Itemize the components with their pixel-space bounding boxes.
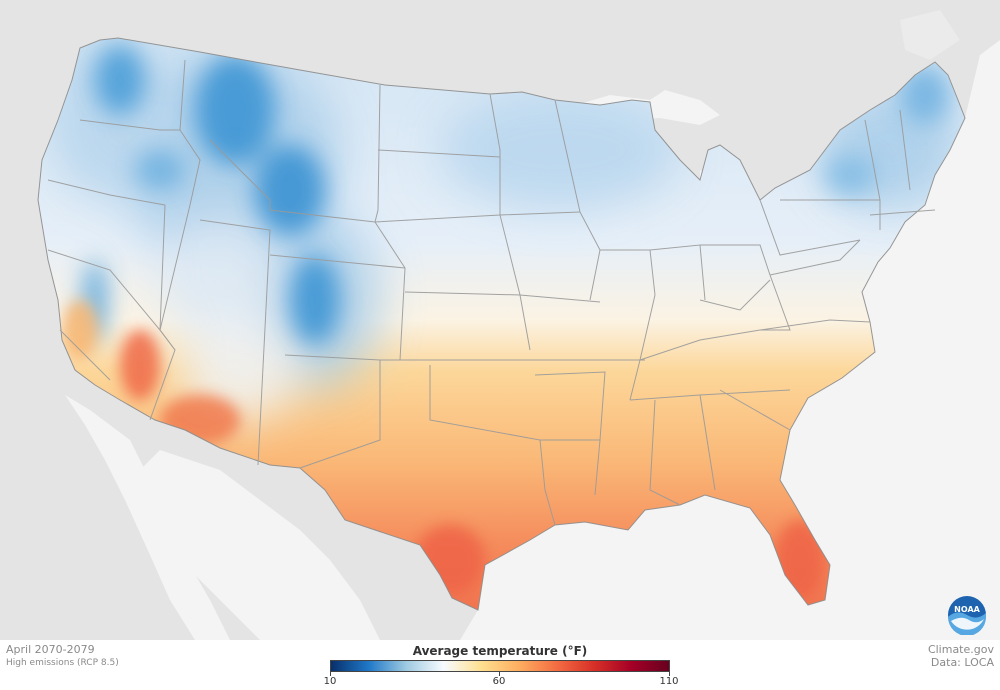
footer: April 2070-2079 High emissions (RCP 8.5)… — [0, 640, 1000, 690]
map-area — [0, 0, 1000, 640]
state-boundaries — [37, 37, 966, 611]
period-label: April 2070-2079 — [6, 643, 95, 656]
temperature-map — [0, 0, 1000, 640]
map-period-info: April 2070-2079 High emissions (RCP 8.5) — [6, 643, 119, 669]
legend-tick-mid — [499, 672, 500, 676]
scenario-label: High emissions (RCP 8.5) — [6, 658, 119, 668]
legend-mid-label: 60 — [492, 676, 506, 687]
noaa-logo-text: NOAA — [954, 605, 980, 614]
legend-tick-min — [330, 672, 331, 676]
noaa-logo-icon: NOAA — [948, 596, 986, 635]
legend-title: Average temperature (°F) — [412, 644, 588, 658]
source-site[interactable]: Climate.gov — [927, 643, 994, 656]
legend-color-bar — [330, 660, 670, 672]
legend-max-label: 110 — [659, 676, 679, 687]
legend-tick-max — [669, 672, 670, 676]
source-data: Data: LOCA — [930, 656, 994, 669]
legend-min-label: 10 — [323, 676, 337, 687]
source-info: Climate.gov Data: LOCA — [928, 643, 994, 669]
